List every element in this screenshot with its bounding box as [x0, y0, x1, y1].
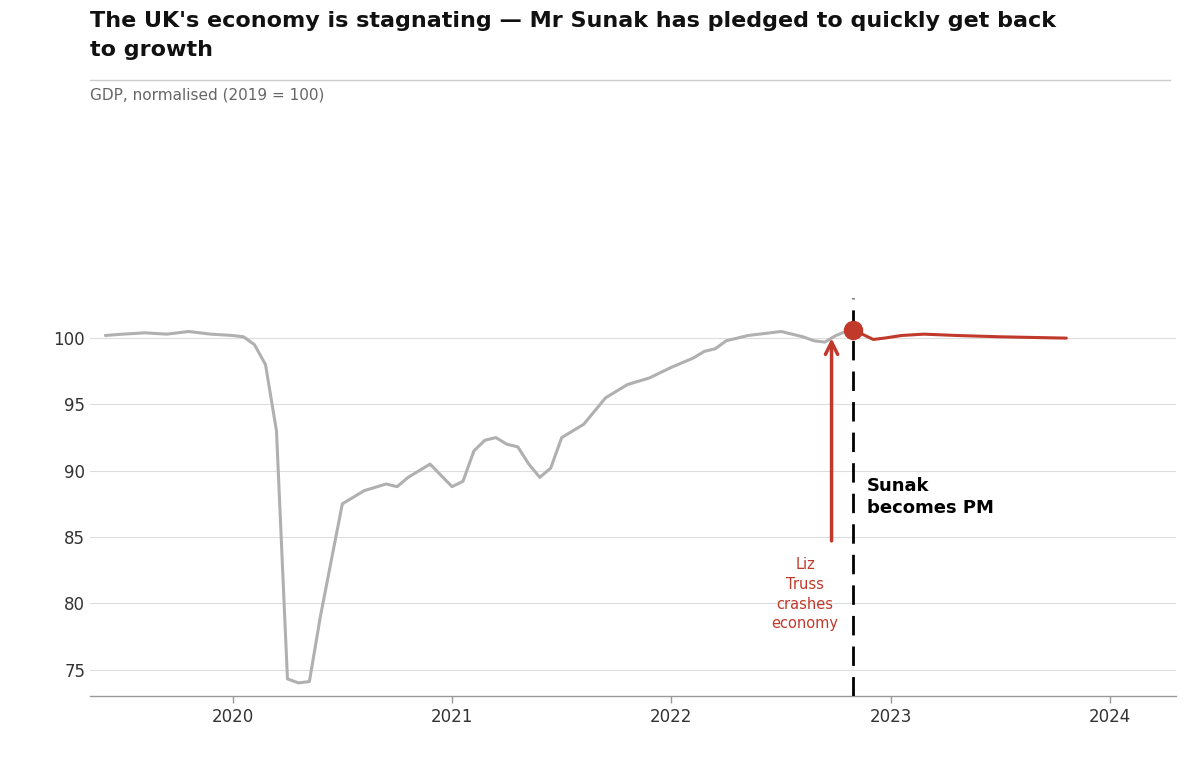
- Text: Sunak
becomes PM: Sunak becomes PM: [866, 477, 994, 517]
- Text: Liz
Truss
crashes
economy: Liz Truss crashes economy: [772, 557, 839, 631]
- Text: GDP, normalised (2019 = 100): GDP, normalised (2019 = 100): [90, 88, 324, 103]
- Text: The UK's economy is stagnating — Mr Sunak has pledged to quickly get back: The UK's economy is stagnating — Mr Suna…: [90, 11, 1056, 31]
- Text: to growth: to growth: [90, 40, 214, 60]
